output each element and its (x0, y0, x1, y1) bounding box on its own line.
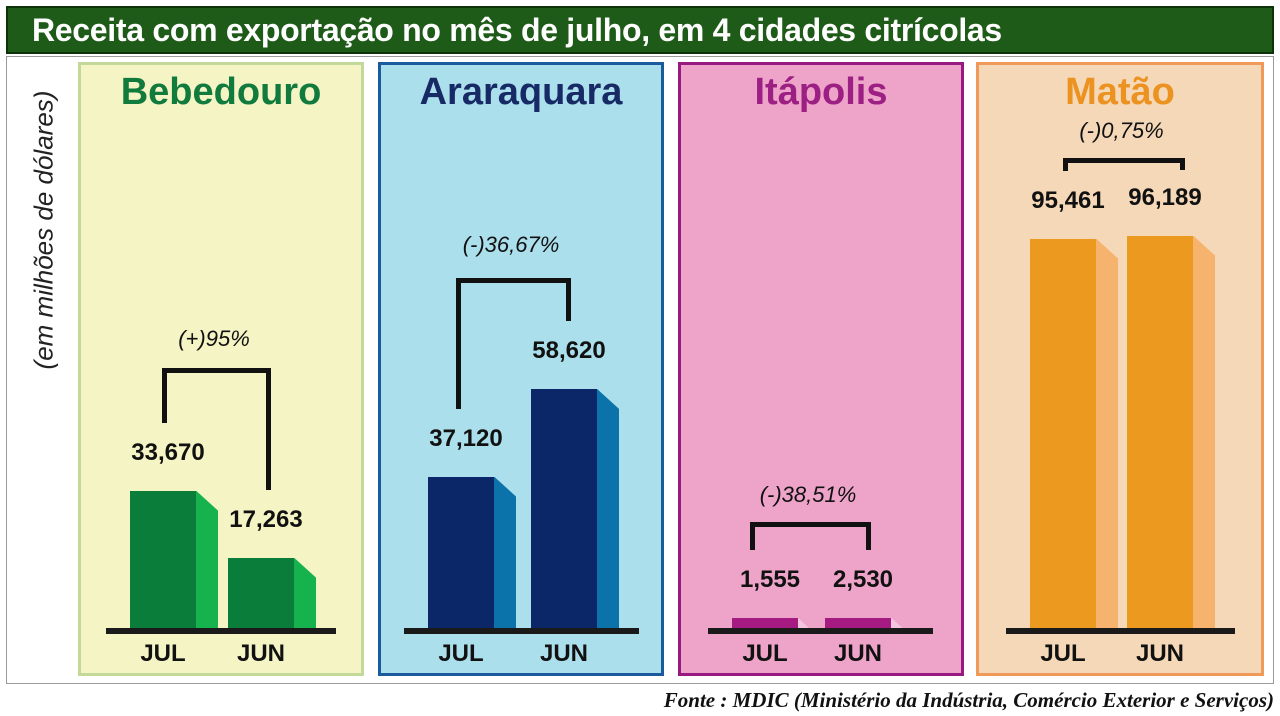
bar-side-jun (1193, 235, 1215, 628)
value-label-jun: 58,620 (532, 336, 606, 364)
comparison-bracket (1063, 158, 1185, 171)
value-label-jun: 96,189 (1128, 183, 1202, 211)
category-label-jun: JUN (539, 640, 589, 667)
comparison-bracket-arm (566, 278, 571, 321)
value-label-jul: 95,461 (1031, 186, 1105, 214)
bar-jun (825, 617, 891, 628)
category-label-jun: JUN (1135, 640, 1185, 667)
bar-side-jun (294, 557, 316, 628)
value-label-jul: 33,670 (131, 438, 205, 466)
category-label-jul: JUL (742, 640, 788, 667)
unit-label: (em milhões de dólares) (28, 90, 59, 370)
comparison-bracket (750, 522, 871, 550)
chart-frame (6, 56, 1274, 684)
panel-title: Araraquara (419, 71, 623, 113)
change-label: (-)0,75% (1079, 118, 1164, 143)
value-label-jun: 17,263 (229, 505, 303, 533)
value-label-jul: 37,120 (429, 424, 503, 452)
change-label: (-)36,67% (462, 232, 560, 257)
category-label-jun: JUN (236, 640, 286, 667)
source-note: Fonte : MDIC (Ministério da Indústria, C… (663, 688, 1274, 712)
panel-title: Matão (1065, 71, 1175, 113)
bar-side-jul (494, 476, 516, 628)
baseline (404, 628, 639, 634)
comparison-bracket-arm (1180, 158, 1185, 170)
panel-matao: Matão (976, 62, 1264, 676)
value-label-jul: 1,555 (739, 566, 801, 593)
panel-title: Bebedouro (120, 71, 322, 113)
comparison-bracket-arm (866, 522, 871, 550)
panel-bebedouro: Bebedouro (78, 62, 364, 676)
bar-jul (130, 490, 196, 628)
bar-jun (531, 388, 597, 628)
title-bar: Receita com exportação no mês de julho, … (6, 6, 1274, 54)
bar-jul (1030, 238, 1096, 628)
bar-jun (1127, 235, 1193, 628)
category-label-jul: JUL (438, 640, 484, 667)
comparison-bracket (456, 278, 571, 409)
panel-itapolis: Itápolis (678, 62, 964, 676)
change-label: (-)38,51% (759, 482, 857, 507)
bar-jun (228, 557, 294, 628)
bar-side-jun (597, 388, 619, 628)
panel-title: Itápolis (754, 71, 888, 113)
bar-side-jul (196, 490, 218, 628)
comparison-bracket-arm (266, 368, 271, 490)
baseline (106, 628, 336, 634)
category-label-jul: JUL (1040, 640, 1086, 667)
bar-jul (732, 618, 798, 628)
change-label: (+)95% (178, 326, 250, 351)
category-label-jun: JUN (833, 640, 883, 667)
chart-title: Receita com exportação no mês de julho, … (32, 12, 1002, 48)
baseline (708, 628, 933, 634)
bar-side-jul (1096, 238, 1118, 628)
value-label-jun: 2,530 (832, 565, 894, 593)
bar-jul (428, 476, 494, 628)
baseline (1006, 628, 1235, 634)
comparison-bracket (162, 368, 271, 423)
category-label-jul: JUL (140, 640, 186, 667)
